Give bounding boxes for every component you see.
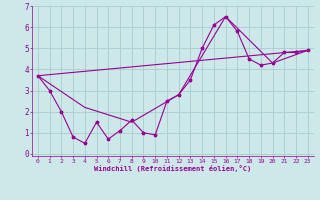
X-axis label: Windchill (Refroidissement éolien,°C): Windchill (Refroidissement éolien,°C) bbox=[94, 165, 252, 172]
